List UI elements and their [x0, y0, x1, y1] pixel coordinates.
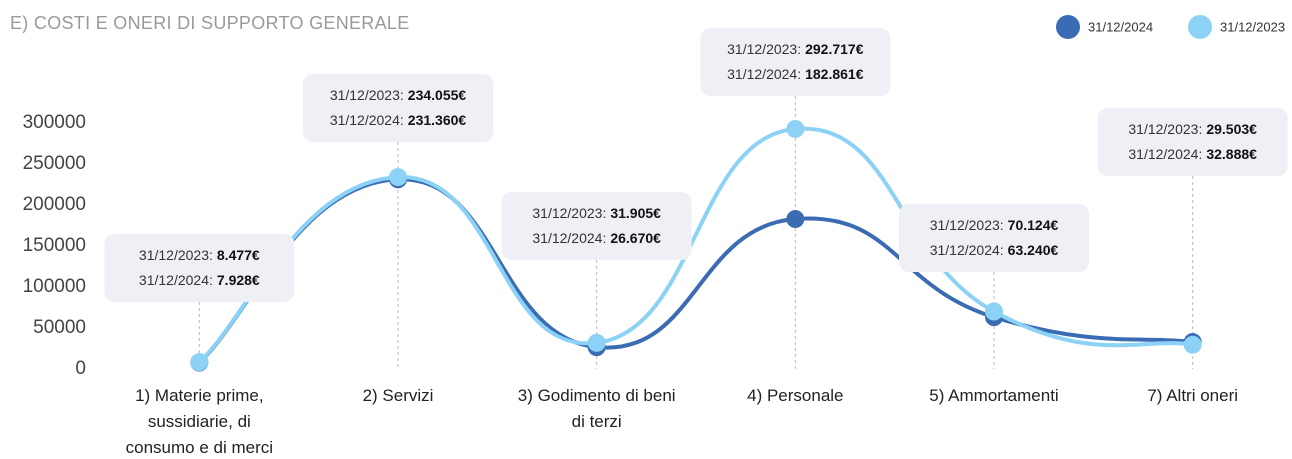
tooltip-value: 231.360€ — [408, 112, 467, 128]
tooltip-text: 31/12/2023: 70.124€ — [930, 217, 1059, 233]
y-tick-label: 150000 — [23, 235, 86, 256]
legend-marker — [1188, 15, 1212, 39]
tooltip-value: 31.905€ — [610, 205, 661, 221]
tooltip: 31/12/2023: 234.055€31/12/2024: 231.360€ — [303, 74, 493, 142]
tooltip-text: 31/12/2023: 234.055€ — [330, 87, 467, 103]
tooltip-text: 31/12/2023: 29.503€ — [1128, 121, 1257, 137]
tooltip-box — [700, 28, 891, 96]
tooltip-text: 31/12/2023: 8.477€ — [139, 247, 260, 263]
x-tick-label: 3) Godimento di beni di terzi — [518, 386, 676, 431]
tooltip-text: 31/12/2024: 32.888€ — [1128, 146, 1257, 162]
x-tick-label: 7) Altri oneri — [1147, 386, 1238, 405]
y-tick-label: 300000 — [23, 112, 86, 133]
x-tick-label: 5) Ammortamenti — [929, 386, 1058, 405]
tooltip-text: 31/12/2024: 231.360€ — [330, 112, 467, 128]
data-point — [985, 302, 1003, 321]
tooltip-value: 29.503€ — [1206, 121, 1257, 137]
tooltip-text: 31/12/2023: 31.905€ — [532, 205, 661, 221]
legend-label: 31/12/2023 — [1220, 19, 1285, 34]
tooltip-label: 31/12/2024: — [930, 242, 1004, 258]
tooltip-label: 31/12/2023: — [139, 247, 213, 263]
tooltip-label: 31/12/2024: — [727, 66, 801, 82]
tooltip-label: 31/12/2023: — [727, 41, 801, 57]
tooltip-label: 31/12/2023: — [330, 87, 404, 103]
tooltip-label: 31/12/2024: — [330, 112, 404, 128]
tooltip-value: 7.928€ — [217, 272, 260, 288]
x-tick-label: 2) Servizi — [363, 386, 434, 405]
tooltip-box — [303, 74, 493, 142]
tooltip: 31/12/2023: 8.477€31/12/2024: 7.928€ — [104, 234, 295, 302]
chart-title: E) COSTI E ONERI DI SUPPORTO GENERALE — [10, 13, 410, 33]
y-tick-label: 200000 — [23, 194, 86, 215]
data-point — [786, 210, 805, 229]
y-tick-label: 50000 — [33, 317, 86, 338]
data-point — [389, 168, 407, 187]
data-point — [587, 333, 606, 352]
tooltip-value: 234.055€ — [408, 87, 467, 103]
tooltip-box — [1097, 108, 1288, 176]
tooltip-label: 31/12/2023: — [1128, 121, 1202, 137]
tooltip: 31/12/2023: 292.717€31/12/2024: 182.861€ — [700, 28, 891, 96]
y-tick-label: 100000 — [23, 276, 86, 297]
tooltip-value: 292.717€ — [805, 41, 864, 57]
legend-label: 31/12/2024 — [1088, 19, 1153, 34]
tooltip-label: 31/12/2023: — [930, 217, 1004, 233]
x-tick-label: 4) Personale — [747, 386, 843, 405]
data-point — [190, 353, 209, 372]
data-point — [786, 119, 805, 138]
tooltip-text: 31/12/2024: 63.240€ — [930, 242, 1059, 258]
y-tick-label: 0 — [75, 358, 86, 379]
tooltip-value: 8.477€ — [217, 247, 260, 263]
tooltip-box — [501, 192, 692, 260]
x-tick-label: 1) Materie prime, sussidiarie, di consumo … — [126, 386, 273, 457]
tooltip-label: 31/12/2024: — [139, 272, 213, 288]
tooltip-text: 31/12/2023: 292.717€ — [727, 41, 864, 57]
tooltip: 31/12/2023: 29.503€31/12/2024: 32.888€ — [1097, 108, 1288, 176]
tooltip-box — [104, 234, 295, 302]
tooltip: 31/12/2023: 70.124€31/12/2024: 63.240€ — [899, 204, 1089, 272]
tooltip-value: 70.124€ — [1008, 217, 1059, 233]
tooltip-text: 31/12/2024: 26.670€ — [532, 230, 661, 246]
tooltip-value: 26.670€ — [610, 230, 661, 246]
tooltip-value: 182.861€ — [805, 66, 864, 82]
tooltip-label: 31/12/2023: — [532, 205, 606, 221]
tooltip: 31/12/2023: 31.905€31/12/2024: 26.670€ — [501, 192, 692, 260]
tooltip-label: 31/12/2024: — [1128, 146, 1202, 162]
tooltip-text: 31/12/2024: 182.861€ — [727, 66, 864, 82]
y-tick-label: 250000 — [23, 153, 86, 174]
legend-marker — [1056, 15, 1080, 39]
tooltip-value: 63.240€ — [1008, 242, 1059, 258]
tooltip-box — [899, 204, 1089, 272]
tooltip-label: 31/12/2024: — [532, 230, 606, 246]
data-point — [1183, 335, 1202, 354]
tooltip-value: 32.888€ — [1206, 146, 1257, 162]
tooltip-text: 31/12/2024: 7.928€ — [139, 272, 260, 288]
